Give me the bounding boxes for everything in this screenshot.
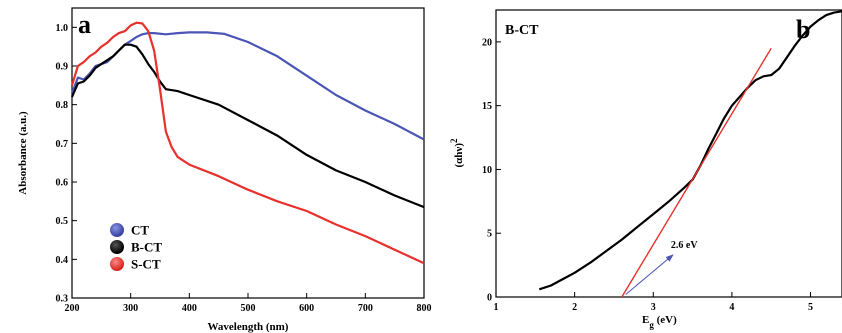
panel-b-xtick-label: 5 — [808, 302, 813, 313]
panel-b-xlabel-unit: (eV) — [654, 314, 677, 326]
panel-b-ylabel: (αhν)2 — [449, 138, 465, 168]
panel-b-ylabel-sup: 2 — [449, 138, 459, 143]
series-line-s-ct — [70, 21, 425, 265]
series-line-ct — [70, 31, 425, 141]
panel-b-ytick-label: 15 — [482, 101, 492, 112]
panel-a-xtick-label: 600 — [299, 303, 314, 314]
panel-a-xtick-label: 300 — [123, 303, 138, 314]
legend-marker-b-ct — [110, 240, 124, 254]
panel-a-ytick-label: 0.5 — [56, 216, 69, 227]
legend-marker-s-ct — [110, 257, 124, 271]
panel-a-ytick-label: 0.9 — [56, 62, 69, 73]
bandgap-arrow — [625, 254, 674, 295]
panel-a-ytick-label: 0.8 — [56, 100, 69, 111]
panel-b-xlabel-sub: g — [649, 320, 654, 330]
panel-a-xtick-label: 400 — [182, 303, 197, 314]
tauc-fit-line — [621, 47, 772, 298]
panel-a-frame — [71, 7, 425, 299]
panel-a-ylabel: Absorbance (a.u.) — [17, 111, 29, 195]
panel-b-ytick-label: 5 — [487, 229, 492, 240]
panel-b-annotations: 2.6 eV — [625, 240, 698, 295]
panel-a-xtick-label: 700 — [358, 303, 373, 314]
panel-b-xtick-label: 4 — [729, 302, 734, 313]
legend-label-s-ct: S-CT — [131, 257, 161, 272]
panel-a-letter: a — [78, 10, 91, 39]
panel-a: 200 300 400 500 600 700 800 0.3 0.4 0.5 0.6 0.7 0.8 0… — [17, 7, 432, 333]
panel-b-xtick-label: 1 — [494, 302, 499, 313]
panel-b-letter: b — [796, 15, 810, 44]
panel-b-ytick-label: 10 — [482, 165, 492, 176]
panel-a-xtick-label: 200 — [65, 303, 80, 314]
panel-b-ticks: 1 2 3 4 5 0 5 10 15 20 — [482, 37, 813, 313]
panel-a-ytick-label: 1.0 — [56, 23, 69, 34]
panel-b-ylabel-main: (αhν) — [453, 143, 465, 168]
bandgap-label: 2.6 eV — [671, 240, 698, 251]
panel-a-legend: CT B-CT S-CT — [110, 223, 162, 272]
panel-b-series — [538, 10, 842, 298]
panel-a-xtick-label: 800 — [417, 303, 432, 314]
panel-a-ytick-label: 0.7 — [56, 139, 69, 150]
legend-label-ct: CT — [131, 223, 149, 238]
panel-a-xtick-label: 500 — [241, 303, 256, 314]
panel-b-frame — [495, 9, 842, 298]
panel-b-xtick-label: 2 — [572, 302, 577, 313]
panel-b-ytick-label: 0 — [487, 293, 492, 304]
panel-a-ytick-label: 0.6 — [56, 178, 69, 189]
panel-a-series — [70, 21, 425, 265]
panel-a-ytick-label: 0.3 — [56, 294, 69, 305]
tauc-curve — [538, 10, 842, 291]
panel-b-xtick-label: 3 — [651, 302, 656, 313]
panel-a-xlabel: Wavelength (nm) — [208, 321, 289, 333]
series-line-b-ct — [70, 43, 425, 209]
panel-b-title: B-CT — [505, 23, 539, 38]
panel-a-ticks: 200 300 400 500 600 700 800 0.3 0.4 0.5 0.6 0.7 0.8 0… — [56, 23, 432, 314]
panel-b-ytick-label: 20 — [482, 37, 492, 48]
legend-marker-ct — [110, 223, 124, 237]
legend-label-b-ct: B-CT — [131, 240, 162, 255]
panel-b-xlabel: Eg (eV) — [642, 314, 677, 330]
panel-b-xlabel-main: E — [642, 314, 649, 326]
panel-a-ytick-label: 0.4 — [56, 255, 69, 266]
